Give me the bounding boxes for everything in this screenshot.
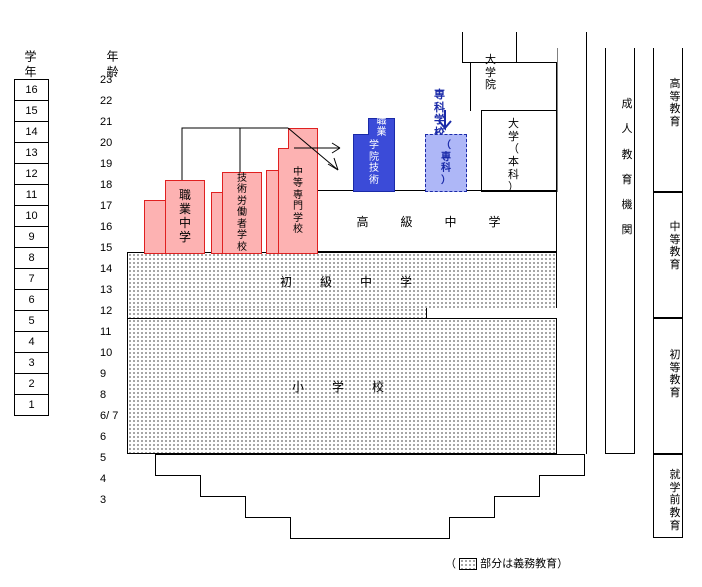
age-label-val: 6 [100,431,106,443]
level-primary: 初等教育 [653,318,683,454]
age-label-val: 16 [100,221,112,233]
age-label-val: 11 [100,326,111,338]
age-label-val: 19 [100,158,112,170]
red-1-step [211,192,222,254]
age-label-val: 22 [100,95,112,107]
legend: （ 部分は義務教育） [445,555,568,571]
daigakuin-label: 大学院 [485,54,496,92]
age-label-val: 17 [100,200,112,212]
grade-cell: 1 [14,394,49,416]
shokyu-label: 初 級 中 学 [280,273,420,290]
age-label-val: 21 [100,116,112,128]
grade-cell: 8 [14,247,49,269]
level-higher: 高等教育 [653,48,683,192]
daigaku-honka-top [470,62,557,111]
age-label-val: 3 [100,494,106,506]
grade-cell: 12 [14,163,49,185]
rail2 [557,48,559,192]
daigaku-honka-box [481,110,557,192]
shokyu-step1 [127,308,427,319]
blue-senka-box: （専科） [425,134,467,192]
blue-gijutsu-box: 学院技術 [353,134,395,192]
age-label-val: 20 [100,137,112,149]
youchien-step [200,475,540,497]
grade-label: 学 年 [22,50,39,77]
grade-cell: 13 [14,142,49,164]
age-label-val: 13 [100,284,112,296]
grade-cell: 16 [14,79,49,101]
level-preschool: 就学前教育 [653,454,683,538]
grade-cell: 4 [14,331,49,353]
daigaku-honka-label: 大学（本科） [508,118,519,194]
youchien-step [290,517,450,539]
red-0-label: 職業中学 [179,189,191,244]
grade-cell: 9 [14,226,49,248]
age-label-val: 4 [100,473,106,485]
age-label-val: 12 [100,305,112,317]
shougakkou-label: 小 学 校 [292,378,392,395]
age-label-val: 5 [100,452,106,464]
grade-cell: 7 [14,268,49,290]
grade-cell: 5 [14,310,49,332]
adult-edu-column: 成人教育機関 [605,48,635,454]
youchien-step [155,454,585,476]
grade-cell: 15 [14,100,49,122]
age-label-val: 10 [100,347,112,359]
grade-cell: 11 [14,184,49,206]
transfer-arrows [160,116,380,196]
age-label-val: 15 [100,242,112,254]
age-label-val: 14 [100,263,112,275]
age-label-val: 23 [100,74,112,86]
age-label-val: 6/ 7 [100,410,118,422]
age-label-val: 18 [100,179,112,191]
grade-cell: 14 [14,121,49,143]
shougakkou-box: 小 学 校 [127,318,557,454]
adult-edu-label: 成人教育機関 [614,98,642,237]
age-label-val: 8 [100,389,106,401]
youchien-step [245,496,495,518]
blue-gijutsu-head: 職業 [368,118,395,135]
right-rail [557,32,587,454]
age-label-val: 9 [100,368,106,380]
grade-cell: 3 [14,352,49,374]
grade-cell: 10 [14,205,49,227]
red-0-step [144,200,165,254]
grade-cell: 6 [14,289,49,311]
blue-senka-label: （専科） [441,140,451,186]
kokyu-label: 高 級 中 学 [356,213,510,230]
kokyu-chugaku-box: 高 級 中 学 [310,190,557,252]
grade-cell: 2 [14,373,49,395]
blue-gijutsu-label: 学院技術 [369,140,379,186]
level-secondary: 中等教育 [653,192,683,318]
legend-text: 部分は義務教育） [480,558,568,570]
